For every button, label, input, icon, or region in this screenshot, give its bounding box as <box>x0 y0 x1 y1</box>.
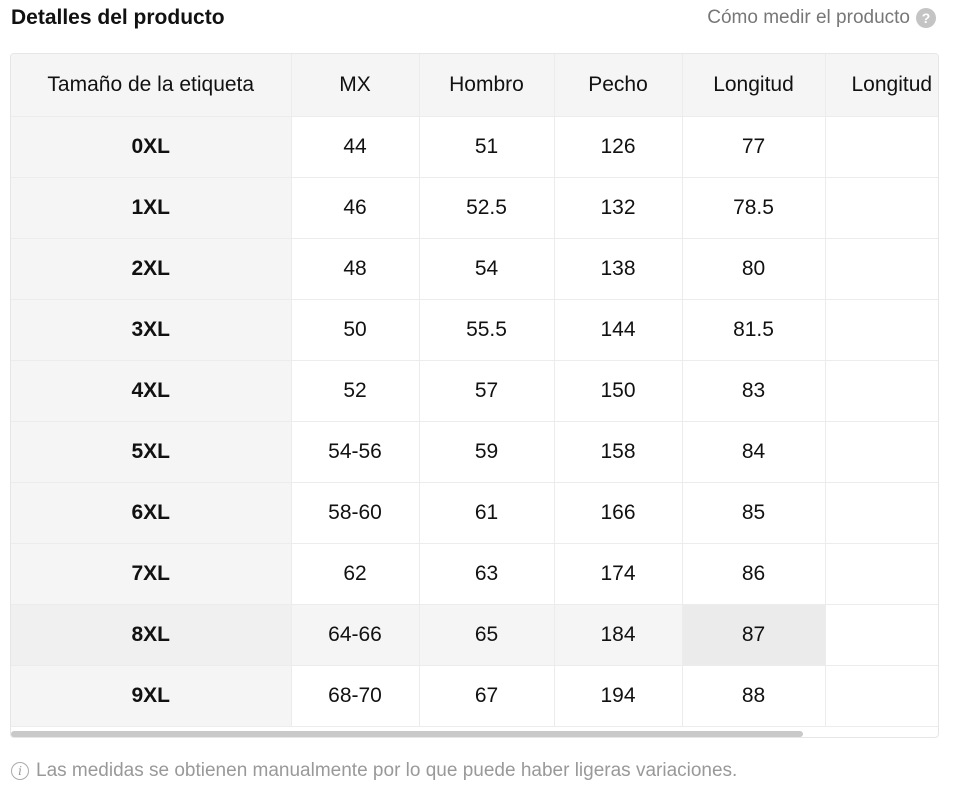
table-cell: 58-60 <box>291 482 420 544</box>
table-cell: 85 <box>682 482 826 544</box>
table-cell: 83 <box>682 360 826 422</box>
table-cell <box>825 543 938 605</box>
size-label-cell: 7XL <box>11 543 292 605</box>
table-cell: 48 <box>291 238 420 300</box>
table-cell: 64-66 <box>291 604 420 666</box>
size-label-cell: 8XL <box>11 604 292 666</box>
table-cell: 65 <box>419 604 555 666</box>
size-label-cell: 9XL <box>11 665 292 727</box>
table-cell: 138 <box>554 238 683 300</box>
column-header-chest: Pecho <box>554 54 683 117</box>
table-cell: 46 <box>291 177 420 239</box>
size-label-cell: 2XL <box>11 238 292 300</box>
info-icon: i <box>11 762 29 780</box>
table-cell: 166 <box>554 482 683 544</box>
question-icon[interactable]: ? <box>916 8 936 28</box>
table-cell: 144 <box>554 299 683 361</box>
table-cell <box>825 482 938 544</box>
table-cell <box>825 299 938 361</box>
size-label-cell: 6XL <box>11 482 292 544</box>
table-cell <box>825 238 938 300</box>
column-header-mx: MX <box>291 54 420 117</box>
table-cell <box>825 421 938 483</box>
table-cell: 174 <box>554 543 683 605</box>
how-to-measure-label[interactable]: Cómo medir el producto <box>707 7 910 28</box>
table-cell: 55.5 <box>419 299 555 361</box>
page-title: Detalles del producto <box>11 6 225 29</box>
table-cell: 78.5 <box>682 177 826 239</box>
column-header-length-2: Longitud <box>825 54 938 117</box>
table-cell: 158 <box>554 421 683 483</box>
table-cell: 52 <box>291 360 420 422</box>
measurement-note: i Las medidas se obtienen manualmente po… <box>11 760 737 782</box>
table-row: 4XL 52 57 150 83 <box>11 360 938 422</box>
table-row: 3XL 50 55.5 144 81.5 <box>11 299 938 361</box>
table-row: 2XL 48 54 138 80 <box>11 238 938 300</box>
table-cell: 62 <box>291 543 420 605</box>
size-label-cell: 0XL <box>11 116 292 178</box>
table-row: 5XL 54-56 59 158 84 <box>11 421 938 483</box>
table-cell: 57 <box>419 360 555 422</box>
table-cell: 88 <box>682 665 826 727</box>
table-cell: 132 <box>554 177 683 239</box>
table-cell: 86 <box>682 543 826 605</box>
table-cell: 54 <box>419 238 555 300</box>
table-cell: 54-56 <box>291 421 420 483</box>
column-header-shoulder: Hombro <box>419 54 555 117</box>
table-cell: 68-70 <box>291 665 420 727</box>
table-row: 7XL 62 63 174 86 <box>11 543 938 605</box>
table-cell: 67 <box>419 665 555 727</box>
size-label-cell: 3XL <box>11 299 292 361</box>
table-cell: 77 <box>682 116 826 178</box>
column-header-length: Longitud <box>682 54 826 117</box>
size-label-cell: 5XL <box>11 421 292 483</box>
table-row-hovered: 8XL 64-66 65 184 87 <box>11 604 938 666</box>
table-cell <box>825 116 938 178</box>
table-cell-hovered: 87 <box>682 604 826 666</box>
size-label-cell: 4XL <box>11 360 292 422</box>
table-cell: 81.5 <box>682 299 826 361</box>
table-cell: 59 <box>419 421 555 483</box>
table-cell: 61 <box>419 482 555 544</box>
table-cell: 150 <box>554 360 683 422</box>
table-cell <box>825 177 938 239</box>
table-cell: 126 <box>554 116 683 178</box>
column-header-size-label: Tamaño de la etiqueta <box>11 54 292 117</box>
table-cell <box>825 665 938 727</box>
horizontal-scrollbar[interactable] <box>11 731 803 737</box>
table-cell: 80 <box>682 238 826 300</box>
table-row: 0XL 44 51 126 77 <box>11 116 938 178</box>
table-cell <box>825 604 938 666</box>
table-cell: 44 <box>291 116 420 178</box>
size-table: Tamaño de la etiqueta MX Hombro Pecho Lo… <box>11 54 938 727</box>
table-row: 6XL 58-60 61 166 85 <box>11 482 938 544</box>
table-cell: 52.5 <box>419 177 555 239</box>
table-cell: 51 <box>419 116 555 178</box>
table-row: 9XL 68-70 67 194 88 <box>11 665 938 727</box>
table-cell: 63 <box>419 543 555 605</box>
table-header-row: Tamaño de la etiqueta MX Hombro Pecho Lo… <box>11 54 938 117</box>
table-row: 1XL 46 52.5 132 78.5 <box>11 177 938 239</box>
measurement-note-text: Las medidas se obtienen manualmente por … <box>36 760 738 781</box>
table-cell: 184 <box>554 604 683 666</box>
how-to-measure-link[interactable]: Cómo medir el producto ? <box>707 7 936 29</box>
table-cell: 84 <box>682 421 826 483</box>
size-table-container[interactable]: Tamaño de la etiqueta MX Hombro Pecho Lo… <box>10 53 939 738</box>
table-cell <box>825 360 938 422</box>
table-cell: 50 <box>291 299 420 361</box>
size-label-cell: 1XL <box>11 177 292 239</box>
table-cell: 194 <box>554 665 683 727</box>
section-header: Detalles del producto Cómo medir el prod… <box>11 0 936 40</box>
